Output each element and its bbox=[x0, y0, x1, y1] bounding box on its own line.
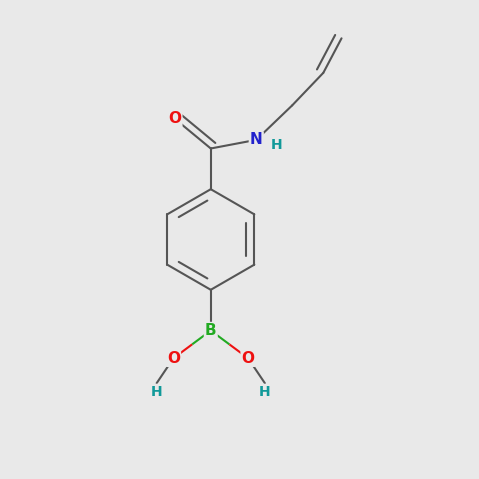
Text: N: N bbox=[250, 132, 262, 148]
Text: O: O bbox=[168, 111, 182, 126]
Text: H: H bbox=[271, 137, 282, 152]
Text: H: H bbox=[259, 385, 271, 399]
Text: B: B bbox=[205, 323, 217, 338]
Text: O: O bbox=[241, 351, 255, 366]
Text: H: H bbox=[151, 385, 162, 399]
Text: O: O bbox=[167, 351, 180, 366]
